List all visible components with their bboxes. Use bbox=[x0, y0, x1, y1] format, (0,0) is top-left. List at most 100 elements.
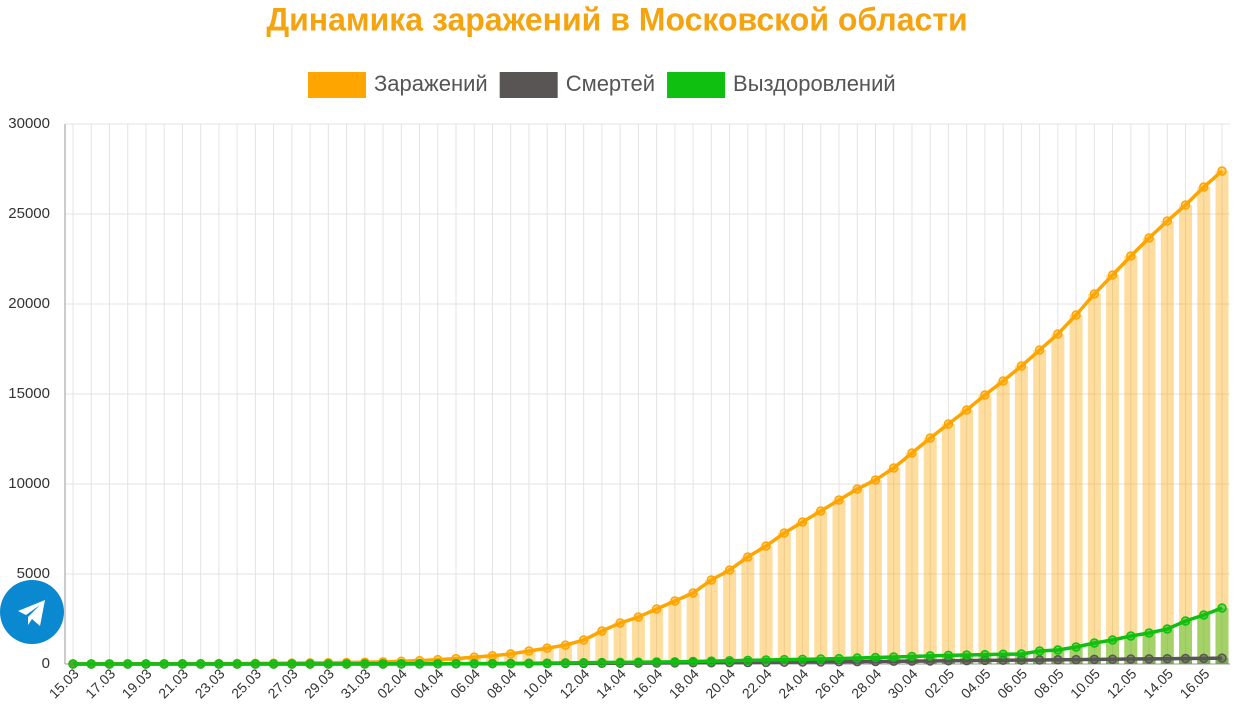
point bbox=[1217, 603, 1227, 613]
point bbox=[1107, 635, 1118, 645]
point bbox=[943, 419, 954, 429]
point bbox=[323, 659, 334, 669]
x-tick-label: 29.03 bbox=[301, 665, 337, 701]
legend-swatch bbox=[308, 72, 366, 98]
bar bbox=[1160, 221, 1174, 664]
point bbox=[615, 657, 625, 668]
telegram-circle[interactable] bbox=[0, 580, 64, 644]
bar bbox=[796, 521, 810, 664]
point bbox=[396, 659, 407, 669]
bar bbox=[1215, 608, 1229, 664]
telegram-icon[interactable] bbox=[18, 600, 45, 626]
point bbox=[670, 596, 680, 606]
point bbox=[907, 651, 917, 662]
x-tick-label: 25.03 bbox=[228, 665, 264, 701]
x-tick-label: 18.04 bbox=[666, 665, 702, 701]
point bbox=[560, 658, 571, 668]
point bbox=[250, 659, 261, 669]
point bbox=[834, 495, 844, 505]
x-tick-label: 24.04 bbox=[775, 665, 811, 701]
bar bbox=[1051, 334, 1065, 664]
point bbox=[706, 575, 717, 585]
point bbox=[961, 650, 972, 660]
point bbox=[1126, 251, 1136, 261]
point bbox=[779, 654, 790, 665]
point bbox=[743, 655, 753, 666]
telegram-button[interactable] bbox=[0, 580, 64, 644]
point bbox=[177, 659, 188, 669]
bar bbox=[905, 453, 919, 664]
bar bbox=[1197, 187, 1211, 664]
point bbox=[505, 658, 516, 669]
point bbox=[852, 484, 862, 494]
x-tick-label: 16.05 bbox=[1176, 665, 1212, 701]
bar bbox=[1197, 615, 1211, 664]
x-tick-label: 28.04 bbox=[848, 665, 884, 701]
point bbox=[743, 552, 753, 562]
point bbox=[1180, 616, 1191, 626]
point bbox=[1053, 645, 1063, 655]
bar bbox=[1106, 275, 1120, 664]
bar bbox=[777, 532, 791, 664]
point bbox=[1016, 649, 1027, 659]
point bbox=[1107, 654, 1118, 664]
x-tick-label: 08.04 bbox=[483, 665, 519, 701]
point bbox=[524, 646, 534, 656]
point bbox=[1053, 655, 1063, 665]
y-tick-label: 15000 bbox=[8, 385, 50, 402]
point bbox=[287, 659, 297, 669]
y-tick-label: 20000 bbox=[8, 295, 50, 312]
point bbox=[305, 659, 315, 669]
x-tick-label: 23.03 bbox=[192, 665, 228, 701]
point bbox=[980, 390, 990, 400]
point bbox=[1217, 653, 1227, 663]
point bbox=[1144, 654, 1154, 664]
x-tick-label: 21.03 bbox=[155, 665, 191, 701]
point bbox=[925, 433, 935, 443]
bar bbox=[1179, 205, 1193, 664]
x-tick-label: 02.04 bbox=[374, 665, 410, 701]
point bbox=[214, 659, 224, 669]
x-tick-label: 04.05 bbox=[958, 665, 994, 701]
point bbox=[542, 643, 552, 653]
point bbox=[524, 658, 534, 669]
point bbox=[578, 657, 589, 668]
bar bbox=[996, 381, 1010, 664]
point bbox=[651, 657, 662, 667]
point bbox=[487, 658, 498, 669]
point bbox=[141, 659, 151, 669]
point bbox=[1199, 653, 1209, 664]
point bbox=[578, 635, 589, 645]
bar bbox=[850, 489, 864, 664]
point bbox=[1162, 624, 1173, 634]
bar bbox=[978, 395, 992, 664]
bar bbox=[631, 617, 645, 664]
point bbox=[560, 640, 571, 650]
point bbox=[943, 650, 954, 661]
point bbox=[68, 659, 78, 669]
point bbox=[779, 528, 790, 538]
point bbox=[104, 659, 115, 669]
point bbox=[1089, 654, 1100, 665]
bar bbox=[650, 609, 664, 664]
bar bbox=[1069, 314, 1083, 664]
bar bbox=[1033, 350, 1047, 664]
bar bbox=[704, 579, 718, 664]
point bbox=[1180, 200, 1191, 210]
point bbox=[1089, 289, 1100, 299]
x-tick-label: 14.05 bbox=[1140, 665, 1176, 701]
point bbox=[670, 657, 680, 667]
point bbox=[852, 653, 862, 663]
y-tick-label: 5000 bbox=[17, 565, 50, 582]
point bbox=[998, 649, 1008, 660]
bar bbox=[1014, 366, 1028, 664]
x-tick-label: 08.05 bbox=[1031, 665, 1067, 701]
x-tick-label: 22.04 bbox=[739, 665, 775, 701]
point bbox=[1071, 642, 1081, 652]
point bbox=[688, 656, 698, 667]
bar bbox=[723, 570, 737, 664]
point bbox=[724, 656, 735, 666]
point bbox=[816, 654, 826, 664]
point bbox=[961, 405, 972, 415]
